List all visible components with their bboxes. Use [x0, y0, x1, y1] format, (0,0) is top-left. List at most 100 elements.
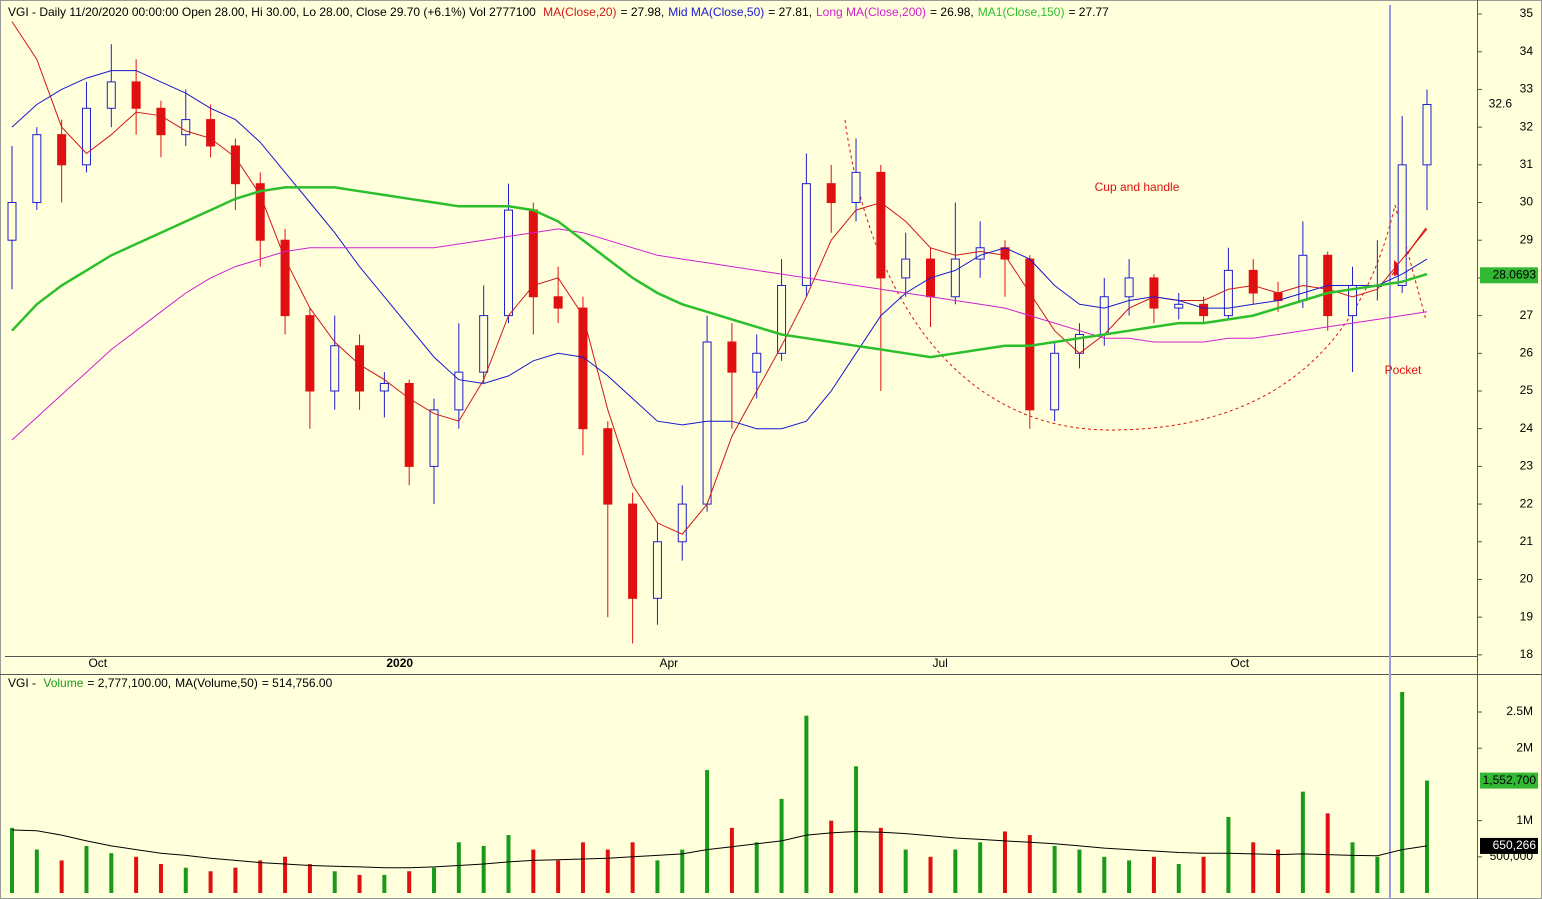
price-header: VGI - Daily 11/20/2020 00:00:00 Open 28.…	[8, 5, 1113, 19]
candle-body	[131, 81, 141, 109]
candle-body	[950, 258, 960, 298]
annotation: Cup and handle	[1095, 180, 1180, 194]
candle-body	[1149, 277, 1159, 309]
price-layer: Cup and handle Pocket	[7, 21, 1432, 644]
volume-bar	[854, 766, 859, 893]
candle-body	[702, 341, 712, 505]
candle-body	[355, 345, 365, 392]
candle-body	[652, 541, 662, 599]
y-tick-label: 26	[1520, 345, 1534, 359]
candle-body	[156, 107, 166, 136]
y-tick-label: 33	[1520, 82, 1534, 96]
candle-body	[57, 134, 67, 166]
volume-bar	[705, 769, 710, 893]
volume-bar	[407, 871, 412, 893]
volume-bar	[134, 856, 139, 893]
candle-body	[479, 315, 489, 373]
y-tick-label: 29	[1520, 232, 1534, 246]
volume-bar	[978, 842, 983, 893]
candle-body	[528, 209, 538, 298]
candle-body	[1248, 269, 1258, 294]
y-tick-label: 23	[1520, 459, 1534, 473]
candle-body	[876, 171, 886, 279]
candle-body	[1174, 303, 1184, 309]
volume-bar	[357, 874, 362, 893]
value-marker-box	[1480, 267, 1538, 284]
candle-body	[454, 371, 464, 411]
volume-bar	[531, 849, 536, 893]
legend-value: = 27.77	[1068, 5, 1109, 19]
candle-body	[1099, 296, 1109, 335]
volume-bar	[283, 856, 288, 893]
y-tick-label: 27	[1520, 308, 1534, 322]
volume-bar	[307, 864, 312, 893]
x-tick-label: Jul	[933, 656, 948, 670]
ma-line	[11, 186, 1428, 359]
value-marker-label: 1,552,700	[1483, 773, 1537, 787]
candle-body	[553, 296, 563, 309]
legend-value: = 27.98,	[620, 5, 665, 19]
volume-bar	[605, 849, 610, 893]
candle-body	[503, 209, 513, 317]
volume-bar	[1151, 856, 1156, 893]
volume-bar	[829, 820, 834, 893]
volume-bar	[183, 867, 188, 893]
volume-bar	[804, 715, 809, 893]
candle-body	[727, 341, 737, 373]
candle-body	[404, 382, 414, 467]
y-tick-label: 2.5M	[1506, 704, 1533, 718]
y-tick-label: 18	[1520, 647, 1534, 661]
ma-line	[11, 21, 1428, 535]
volume-bar	[1251, 842, 1256, 893]
volume-bar	[109, 853, 114, 893]
y-tick-label: 22	[1520, 496, 1534, 510]
y-tick-label: 32	[1520, 119, 1534, 133]
volume-bar	[1127, 860, 1132, 893]
volume-bar	[84, 845, 89, 893]
value-marker-label: 32.6	[1489, 97, 1513, 111]
y-tick-label: 1M	[1516, 813, 1533, 827]
volume-layer	[10, 691, 1429, 893]
candle-body	[1422, 104, 1432, 166]
legend-value: = 2,777,100.00,	[87, 676, 172, 690]
candle-body	[777, 284, 787, 354]
x-tick-label: Oct	[88, 656, 107, 670]
candle-body	[429, 409, 439, 467]
volume-bar	[729, 827, 734, 893]
annotation: Pocket	[1385, 363, 1422, 377]
volume-bar	[456, 842, 461, 893]
y-tick-label: 30	[1520, 195, 1534, 209]
volume-header: VGI - Volume = 2,777,100.00, MA(Volume,50)…	[8, 676, 336, 690]
y-tick-label: 24	[1520, 421, 1534, 435]
volume-bar	[580, 842, 585, 893]
volume-bar	[10, 827, 14, 893]
x-tick-label: 2020	[386, 656, 413, 670]
volume-bar	[208, 871, 213, 893]
legend-name: Volume	[43, 676, 84, 690]
y-tick-label: 19	[1520, 609, 1534, 623]
candle-body	[603, 428, 613, 505]
volume-bar	[1176, 864, 1181, 893]
candle-body	[379, 382, 389, 392]
y-tick-label: 20	[1520, 572, 1534, 586]
volume-bar	[1002, 831, 1007, 893]
candle-body	[801, 183, 811, 286]
volume-bar	[556, 860, 561, 893]
legend-name: MA1(Close,150)	[977, 5, 1065, 19]
ma-line	[11, 70, 1428, 430]
volume-bar	[953, 849, 958, 893]
volume-bar	[1102, 856, 1107, 893]
volume-bar	[903, 849, 908, 893]
volume-bar	[481, 845, 486, 893]
volume-bar	[1400, 691, 1405, 893]
candle-body	[305, 315, 315, 392]
volume-bar	[630, 842, 635, 893]
legend-value: = 27.81,	[768, 5, 812, 19]
candle-body	[677, 503, 687, 543]
volume-bar	[928, 856, 933, 893]
ma-line	[11, 228, 1428, 441]
value-marker-box	[1480, 772, 1538, 789]
candle-body	[330, 345, 340, 392]
axis-layer: 181920212223242526272829303132333435500,…	[88, 6, 1538, 863]
x-tick-label: Apr	[659, 656, 678, 670]
